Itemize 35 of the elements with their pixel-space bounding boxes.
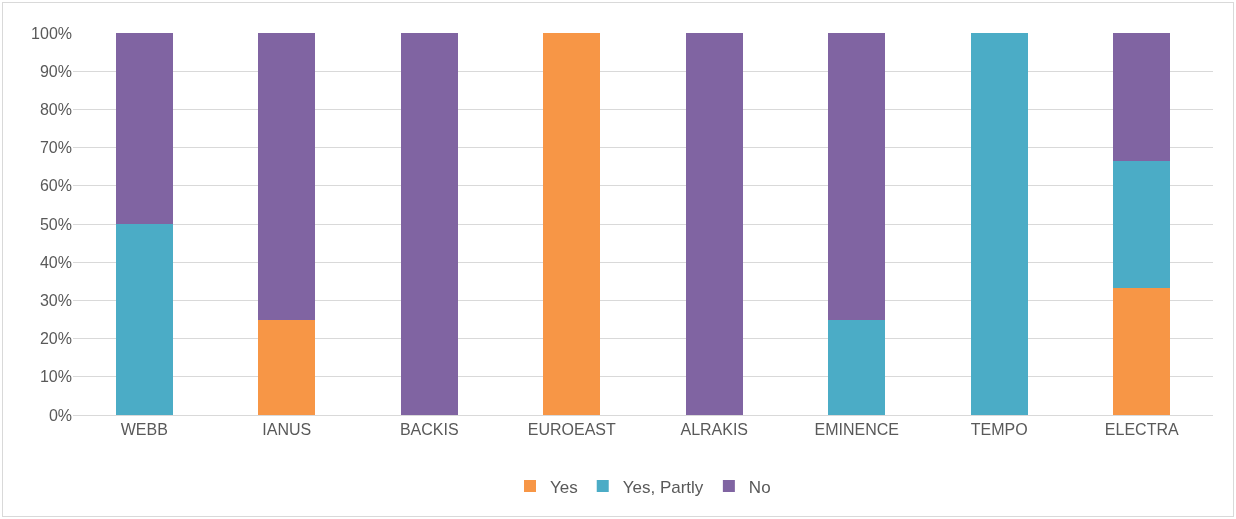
y-tick-label: 20% — [39, 330, 72, 348]
y-tick-label: 100% — [31, 24, 72, 42]
bar — [258, 319, 316, 415]
bar — [828, 33, 886, 320]
bar — [1113, 33, 1171, 161]
x-tick-label: ELECTRA — [1104, 421, 1179, 439]
y-tick-label: 10% — [39, 368, 72, 386]
bar — [115, 33, 173, 224]
y-tick-label: 40% — [39, 253, 72, 271]
x-tick-label: EMINENCE — [814, 421, 899, 439]
bar — [543, 33, 601, 415]
bar — [828, 319, 886, 415]
legend-label: Yes, Partly — [622, 477, 704, 497]
bar — [400, 33, 458, 415]
x-tick-label: TEMPO — [970, 421, 1028, 439]
bar — [115, 224, 173, 415]
y-tick-label: 50% — [39, 215, 72, 233]
x-tick-label: EUROEAST — [527, 421, 616, 439]
x-tick-label: WEBB — [120, 421, 168, 439]
bar — [970, 33, 1028, 415]
y-tick-label: 80% — [39, 101, 72, 118]
bar — [1113, 160, 1171, 288]
legend-label: Yes — [550, 477, 578, 497]
y-tick-label: 90% — [39, 62, 72, 80]
x-tick-label: ALRAKIS — [680, 421, 749, 439]
y-tick-label: 70% — [39, 139, 72, 157]
y-tick-label: 0% — [48, 406, 72, 424]
y-tick-label: 60% — [39, 177, 72, 195]
x-tick-label: BACKIS — [399, 421, 459, 439]
legend-label: No — [748, 477, 771, 497]
x-tick-label: IANUS — [262, 421, 312, 439]
bar — [258, 33, 316, 320]
y-tick-label: 30% — [39, 292, 72, 309]
bar — [1113, 287, 1171, 415]
bar — [685, 33, 743, 415]
